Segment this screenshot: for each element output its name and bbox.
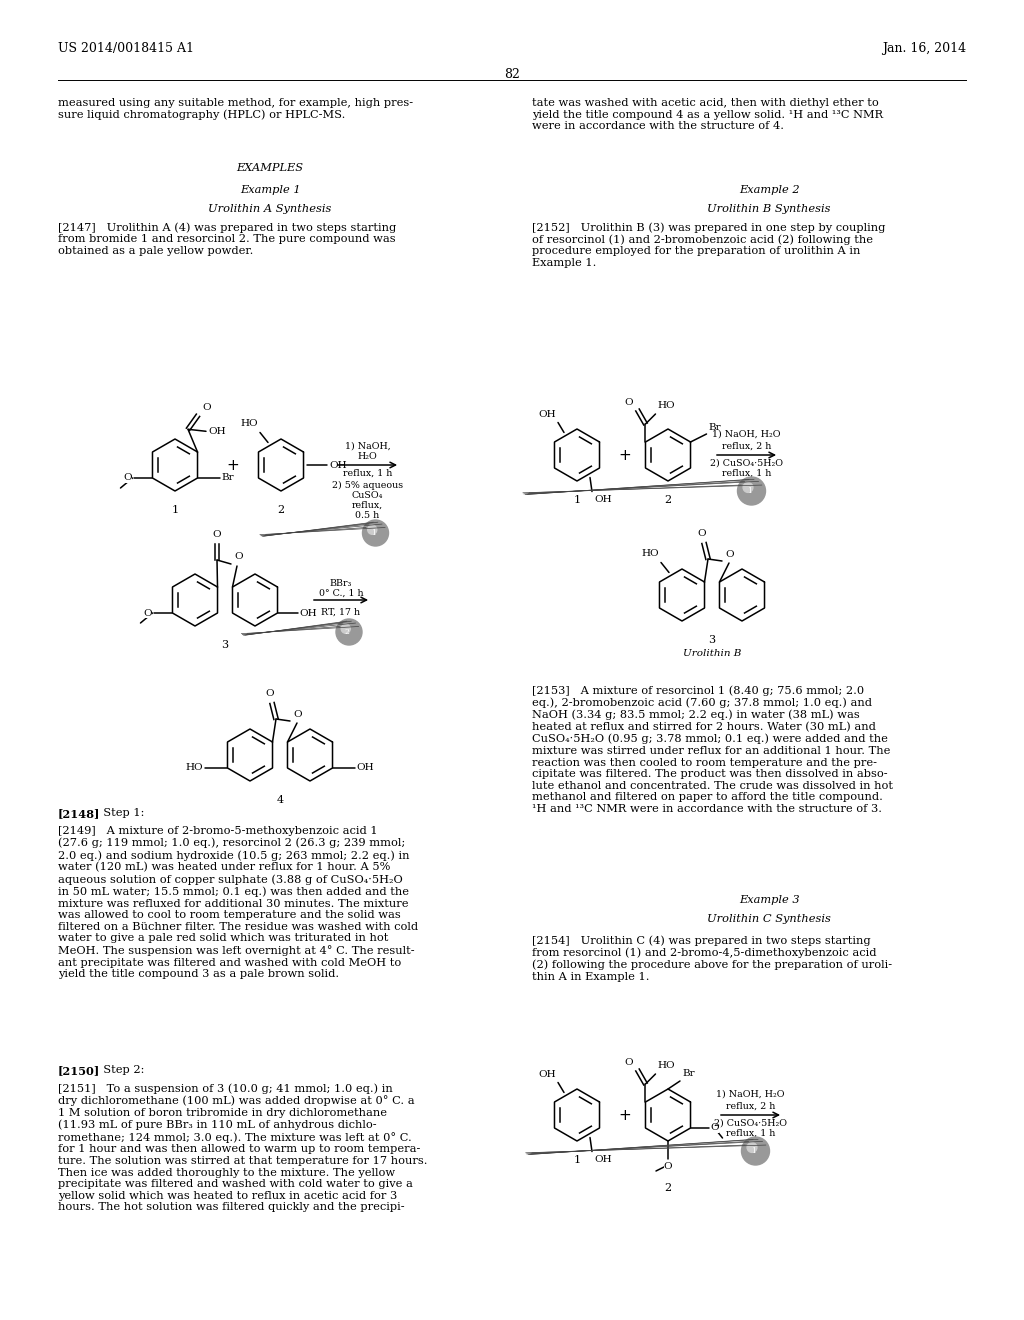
Text: 2: 2 — [665, 1183, 672, 1193]
Text: Br: Br — [221, 474, 234, 483]
Text: 2: 2 — [344, 628, 349, 636]
Text: O: O — [265, 689, 274, 698]
Text: H₂O: H₂O — [357, 451, 378, 461]
Text: 3: 3 — [221, 640, 228, 649]
Text: O: O — [625, 399, 634, 407]
Text: +: + — [618, 447, 632, 462]
Text: OH: OH — [208, 426, 225, 436]
Text: HO: HO — [241, 420, 258, 429]
Text: [2149]   A mixture of 2-bromo-5-methoxybenzoic acid 1
(27.6 g; 119 mmol; 1.0 eq.: [2149] A mixture of 2-bromo-5-methoxyben… — [58, 826, 418, 979]
Text: reflux,: reflux, — [352, 502, 383, 510]
Text: OH: OH — [299, 609, 317, 618]
Text: 2: 2 — [278, 506, 285, 515]
Text: O: O — [625, 1059, 634, 1067]
Text: 4: 4 — [276, 795, 284, 805]
Text: EXAMPLES: EXAMPLES — [237, 162, 303, 173]
Text: Step 2:: Step 2: — [96, 1065, 144, 1074]
Text: [2153]   A mixture of resorcinol 1 (8.40 g; 75.6 mmol; 2.0
eq.), 2-bromobenzoic : [2153] A mixture of resorcinol 1 (8.40 g… — [532, 685, 893, 814]
Text: +: + — [618, 1107, 632, 1122]
Circle shape — [362, 520, 388, 546]
Text: 1) NaOH, H₂O: 1) NaOH, H₂O — [713, 430, 780, 440]
Text: tate was washed with acetic acid, then with diethyl ether to
yield the title com: tate was washed with acetic acid, then w… — [532, 98, 883, 131]
Text: 2) CuSO₄·5H₂O: 2) CuSO₄·5H₂O — [710, 459, 783, 469]
Text: O: O — [213, 531, 221, 539]
Text: O: O — [202, 404, 211, 412]
Text: BBr₃: BBr₃ — [330, 579, 352, 587]
Text: CuSO₄: CuSO₄ — [352, 491, 383, 500]
Circle shape — [741, 1137, 769, 1166]
Text: Urolithin A Synthesis: Urolithin A Synthesis — [208, 205, 332, 214]
Text: 1: 1 — [751, 1147, 756, 1155]
Text: O: O — [234, 552, 243, 561]
Text: 1: 1 — [171, 506, 178, 515]
Text: OH: OH — [539, 1071, 556, 1080]
Text: Urolithin B Synthesis: Urolithin B Synthesis — [708, 205, 830, 214]
Text: reflux, 1 h: reflux, 1 h — [343, 469, 392, 478]
Text: OH: OH — [329, 461, 347, 470]
Circle shape — [336, 619, 362, 645]
Text: [2148]: [2148] — [58, 808, 100, 818]
Text: O: O — [143, 609, 153, 618]
Text: OH: OH — [539, 411, 556, 420]
Text: 0.5 h: 0.5 h — [355, 511, 380, 520]
Text: OH: OH — [356, 763, 374, 772]
Circle shape — [341, 624, 350, 634]
Text: [2152]   Urolithin B (3) was prepared in one step by coupling
of resorcinol (1) : [2152] Urolithin B (3) was prepared in o… — [532, 222, 886, 268]
Text: O: O — [697, 529, 707, 539]
Text: HO: HO — [657, 401, 675, 411]
Text: 1: 1 — [371, 529, 376, 537]
Text: HO: HO — [641, 549, 659, 558]
Text: 1: 1 — [748, 487, 752, 495]
Text: Br: Br — [709, 422, 721, 432]
Text: O: O — [124, 474, 132, 483]
Text: O: O — [725, 550, 733, 558]
Text: 1: 1 — [573, 1155, 581, 1166]
Text: O: O — [293, 710, 302, 719]
Text: reflux, 1 h: reflux, 1 h — [722, 469, 771, 478]
Text: [2151]   To a suspension of 3 (10.0 g; 41 mmol; 1.0 eq.) in
dry dichloromethane : [2151] To a suspension of 3 (10.0 g; 41 … — [58, 1082, 427, 1212]
Text: 82: 82 — [504, 69, 520, 81]
Text: Jan. 16, 2014: Jan. 16, 2014 — [882, 42, 966, 55]
Text: 1: 1 — [573, 495, 581, 506]
Text: 1) NaOH, H₂O: 1) NaOH, H₂O — [716, 1090, 784, 1100]
Text: Urolithin B: Urolithin B — [683, 649, 741, 657]
Text: 1) NaOH,: 1) NaOH, — [345, 442, 390, 451]
Circle shape — [748, 1143, 757, 1152]
Text: Br: Br — [682, 1069, 694, 1078]
Text: O: O — [664, 1162, 673, 1171]
Text: Example 3: Example 3 — [738, 895, 800, 906]
Text: 2: 2 — [665, 495, 672, 506]
Circle shape — [743, 483, 753, 492]
Text: 3: 3 — [709, 635, 716, 645]
Text: Urolithin C Synthesis: Urolithin C Synthesis — [707, 913, 830, 924]
Text: OH: OH — [594, 1155, 611, 1163]
Text: HO: HO — [186, 763, 204, 772]
Text: [2154]   Urolithin C (4) was prepared in two steps starting
from resorcinol (1) : [2154] Urolithin C (4) was prepared in t… — [532, 935, 892, 982]
Text: 2) CuSO₄·5H₂O: 2) CuSO₄·5H₂O — [714, 1119, 787, 1129]
Text: reflux, 2 h: reflux, 2 h — [722, 442, 771, 451]
Text: +: + — [226, 458, 240, 473]
Text: Example 1: Example 1 — [240, 185, 300, 195]
Text: RT, 17 h: RT, 17 h — [322, 609, 360, 616]
Text: 2) 5% aqueous: 2) 5% aqueous — [332, 480, 403, 490]
Text: O: O — [711, 1123, 719, 1133]
Text: measured using any suitable method, for example, high pres-
sure liquid chromato: measured using any suitable method, for … — [58, 98, 413, 120]
Circle shape — [368, 525, 377, 535]
Text: Step 1:: Step 1: — [96, 808, 144, 818]
Text: reflux, 2 h: reflux, 2 h — [726, 1102, 775, 1111]
Text: [2150]: [2150] — [58, 1065, 100, 1076]
Text: [2147]   Urolithin A (4) was prepared in two steps starting
from bromide 1 and r: [2147] Urolithin A (4) was prepared in t… — [58, 222, 396, 256]
Text: reflux, 1 h: reflux, 1 h — [726, 1129, 775, 1138]
Text: Example 2: Example 2 — [738, 185, 800, 195]
Text: HO: HO — [657, 1061, 675, 1071]
Text: US 2014/0018415 A1: US 2014/0018415 A1 — [58, 42, 194, 55]
Text: 0° C., 1 h: 0° C., 1 h — [318, 589, 364, 598]
Text: OH: OH — [594, 495, 611, 503]
Circle shape — [737, 477, 766, 506]
